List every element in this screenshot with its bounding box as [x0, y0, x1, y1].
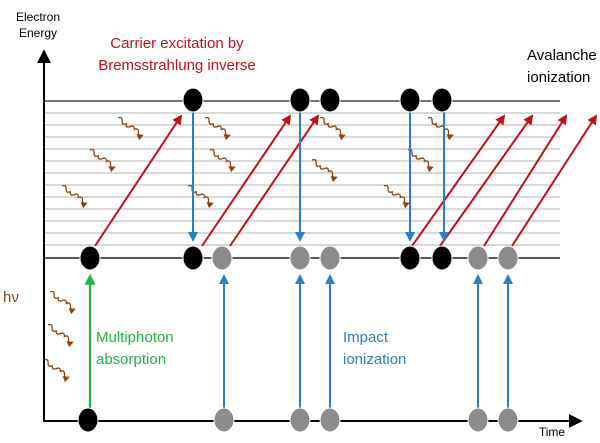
gray-cb-3: [319, 245, 341, 271]
electron-cb-1: [79, 245, 101, 271]
photon-wave-6: [187, 184, 214, 209]
electron-top-1: [182, 87, 204, 113]
impact-ionization-label-line2: ionization: [343, 351, 406, 368]
photon-wave-10: [407, 148, 434, 173]
avalanche-label-line1: Avalanche: [527, 47, 597, 64]
gray-vb-5: [497, 407, 519, 433]
gray-cb-5: [497, 245, 519, 271]
y-axis-label-line2: Energy: [19, 26, 57, 40]
avalanche-label-line2: ionization: [527, 69, 590, 86]
particle-group: [77, 87, 519, 433]
energy-sublevels: [45, 112, 560, 246]
photon-wave-1: [117, 116, 144, 141]
gray-cb-2: [289, 245, 311, 271]
photon-wave-9: [427, 116, 454, 141]
gray-cb-4: [467, 245, 489, 271]
electron-cb-4: [431, 245, 453, 271]
electron-top-4: [399, 87, 421, 113]
gray-vb-3: [319, 407, 341, 433]
electron-cb-2: [182, 245, 204, 271]
photon-energy-label: hν: [3, 289, 19, 306]
photon-wave-2: [89, 148, 116, 173]
excitation-arrow-2: [201, 114, 292, 247]
electron-top-2: [289, 87, 311, 113]
excitation-arrow-4: [411, 114, 506, 247]
excitation-arrow-5: [439, 114, 534, 247]
carrier-excitation-label-line2: Bremsstrahlung inverse: [98, 57, 256, 74]
excitation-arrow-1: [94, 114, 183, 247]
gray-vb-2: [289, 407, 311, 433]
photon-wave-7: [319, 116, 346, 141]
electron-top-5: [431, 87, 453, 113]
photon-wave-14: [43, 358, 70, 383]
gray-vb-1: [213, 407, 235, 433]
impact-ionization-label-line1: Impact: [343, 329, 389, 346]
photon-wave-3: [61, 184, 88, 209]
photon-wave-5: [209, 148, 236, 173]
photon-wave-4: [204, 116, 231, 141]
multiphoton-label-line1: Multiphoton: [96, 329, 174, 346]
transition-arrows: [84, 112, 598, 408]
photon-wave-8: [311, 158, 338, 183]
gray-vb-4: [467, 407, 489, 433]
electron-vb-1: [77, 407, 99, 433]
photon-wave-12: [49, 290, 76, 315]
excitation-arrow-7: [511, 114, 598, 247]
photon-group: [43, 116, 454, 383]
excitation-arrow-3: [229, 114, 320, 247]
electron-top-3: [319, 87, 341, 113]
excitation-arrow-6: [483, 114, 568, 247]
gray-cb-1: [211, 245, 233, 271]
photon-wave-11: [383, 184, 410, 209]
photon-wave-13: [47, 323, 74, 348]
carrier-excitation-label-line1: Carrier excitation by: [110, 35, 244, 52]
x-axis-label: Time: [539, 425, 566, 438]
multiphoton-label-line2: absorption: [96, 351, 166, 368]
electron-cb-3: [399, 245, 421, 271]
y-axis-label-line1: Electron: [16, 10, 60, 24]
